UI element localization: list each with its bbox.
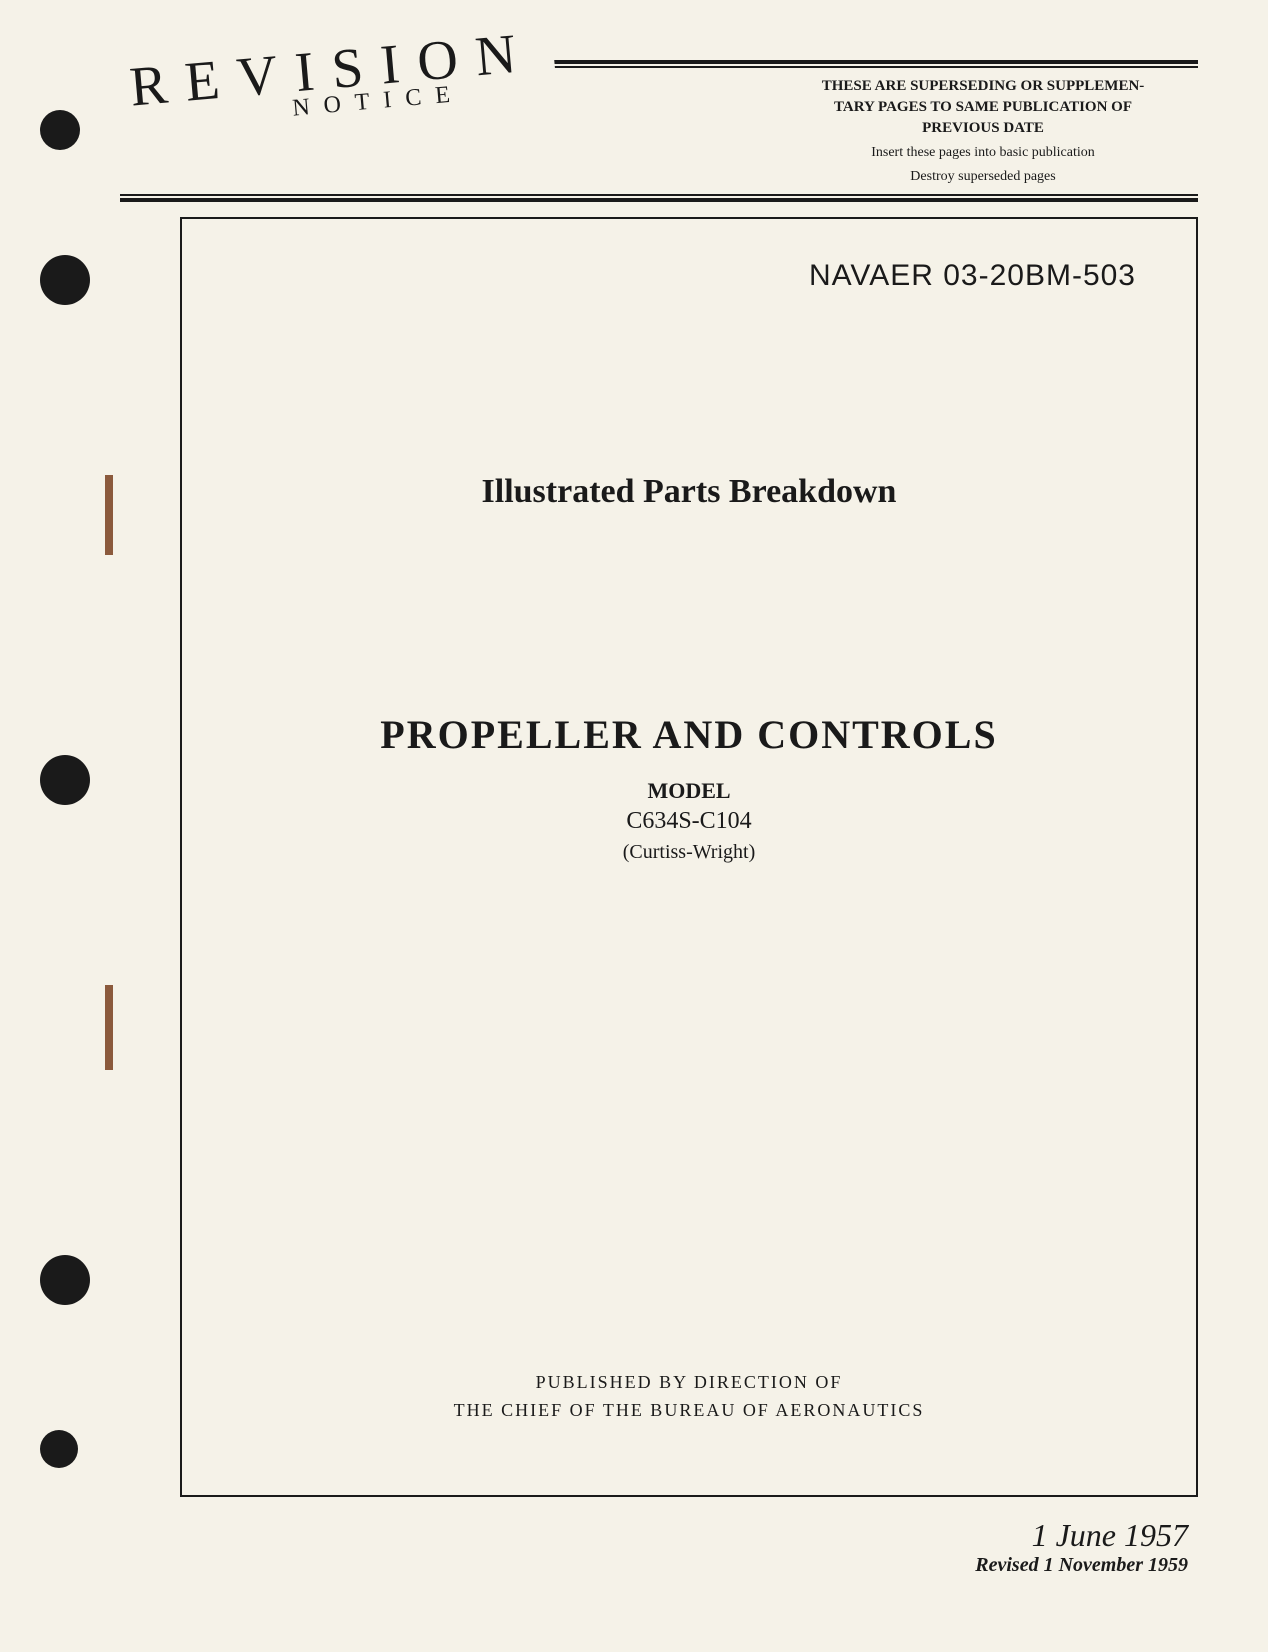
- superseding-instruction: Destroy superseded pages: [778, 167, 1188, 187]
- punch-hole: [40, 110, 80, 150]
- original-date: 1 June 1957: [120, 1517, 1188, 1554]
- superseding-line: PREVIOUS DATE: [778, 118, 1188, 139]
- superseding-notice: THESE ARE SUPERSEDING OR SUPPLEMEN- TARY…: [768, 68, 1198, 194]
- punch-hole: [40, 755, 90, 805]
- publisher-block: PUBLISHED BY DIRECTION OF THE CHIEF OF T…: [182, 1368, 1196, 1426]
- superseding-line: TARY PAGES TO SAME PUBLICATION OF: [778, 97, 1188, 118]
- document-subtitle: Illustrated Parts Breakdown: [242, 473, 1136, 511]
- document-title: PROPELLER AND CONTROLS: [242, 711, 1136, 758]
- publisher-line: PUBLISHED BY DIRECTION OF: [182, 1368, 1196, 1397]
- punch-hole: [40, 1430, 78, 1468]
- revision-notice-stamp: REVISION NOTICE: [106, 9, 558, 148]
- header-content: REVISION NOTICE THESE ARE SUPERSEDING OR…: [120, 68, 1198, 194]
- document-number: NAVAER 03-20BM-503: [242, 259, 1136, 293]
- date-block: 1 June 1957 Revised 1 November 1959: [120, 1517, 1188, 1577]
- superseding-line: THESE ARE SUPERSEDING OR SUPPLEMEN-: [778, 76, 1188, 97]
- punch-hole: [40, 255, 90, 305]
- revised-date: Revised 1 November 1959: [120, 1554, 1188, 1577]
- manufacturer: (Curtiss-Wright): [242, 841, 1136, 864]
- publisher-line: THE CHIEF OF THE BUREAU OF AERONAUTICS: [182, 1396, 1196, 1425]
- staple-mark: [105, 1035, 113, 1070]
- punch-hole: [40, 1255, 90, 1305]
- document-frame: NAVAER 03-20BM-503 Illustrated Parts Bre…: [180, 217, 1198, 1497]
- header-section: REVISION NOTICE THESE ARE SUPERSEDING OR…: [120, 60, 1198, 202]
- staple-mark: [105, 475, 113, 555]
- model-number: C634S-C104: [242, 808, 1136, 835]
- staple-mark: [105, 985, 113, 1035]
- superseding-instruction: Insert these pages into basic publicatio…: [778, 143, 1188, 163]
- header-rule-bottom: [120, 194, 1198, 202]
- model-label: MODEL: [242, 778, 1136, 804]
